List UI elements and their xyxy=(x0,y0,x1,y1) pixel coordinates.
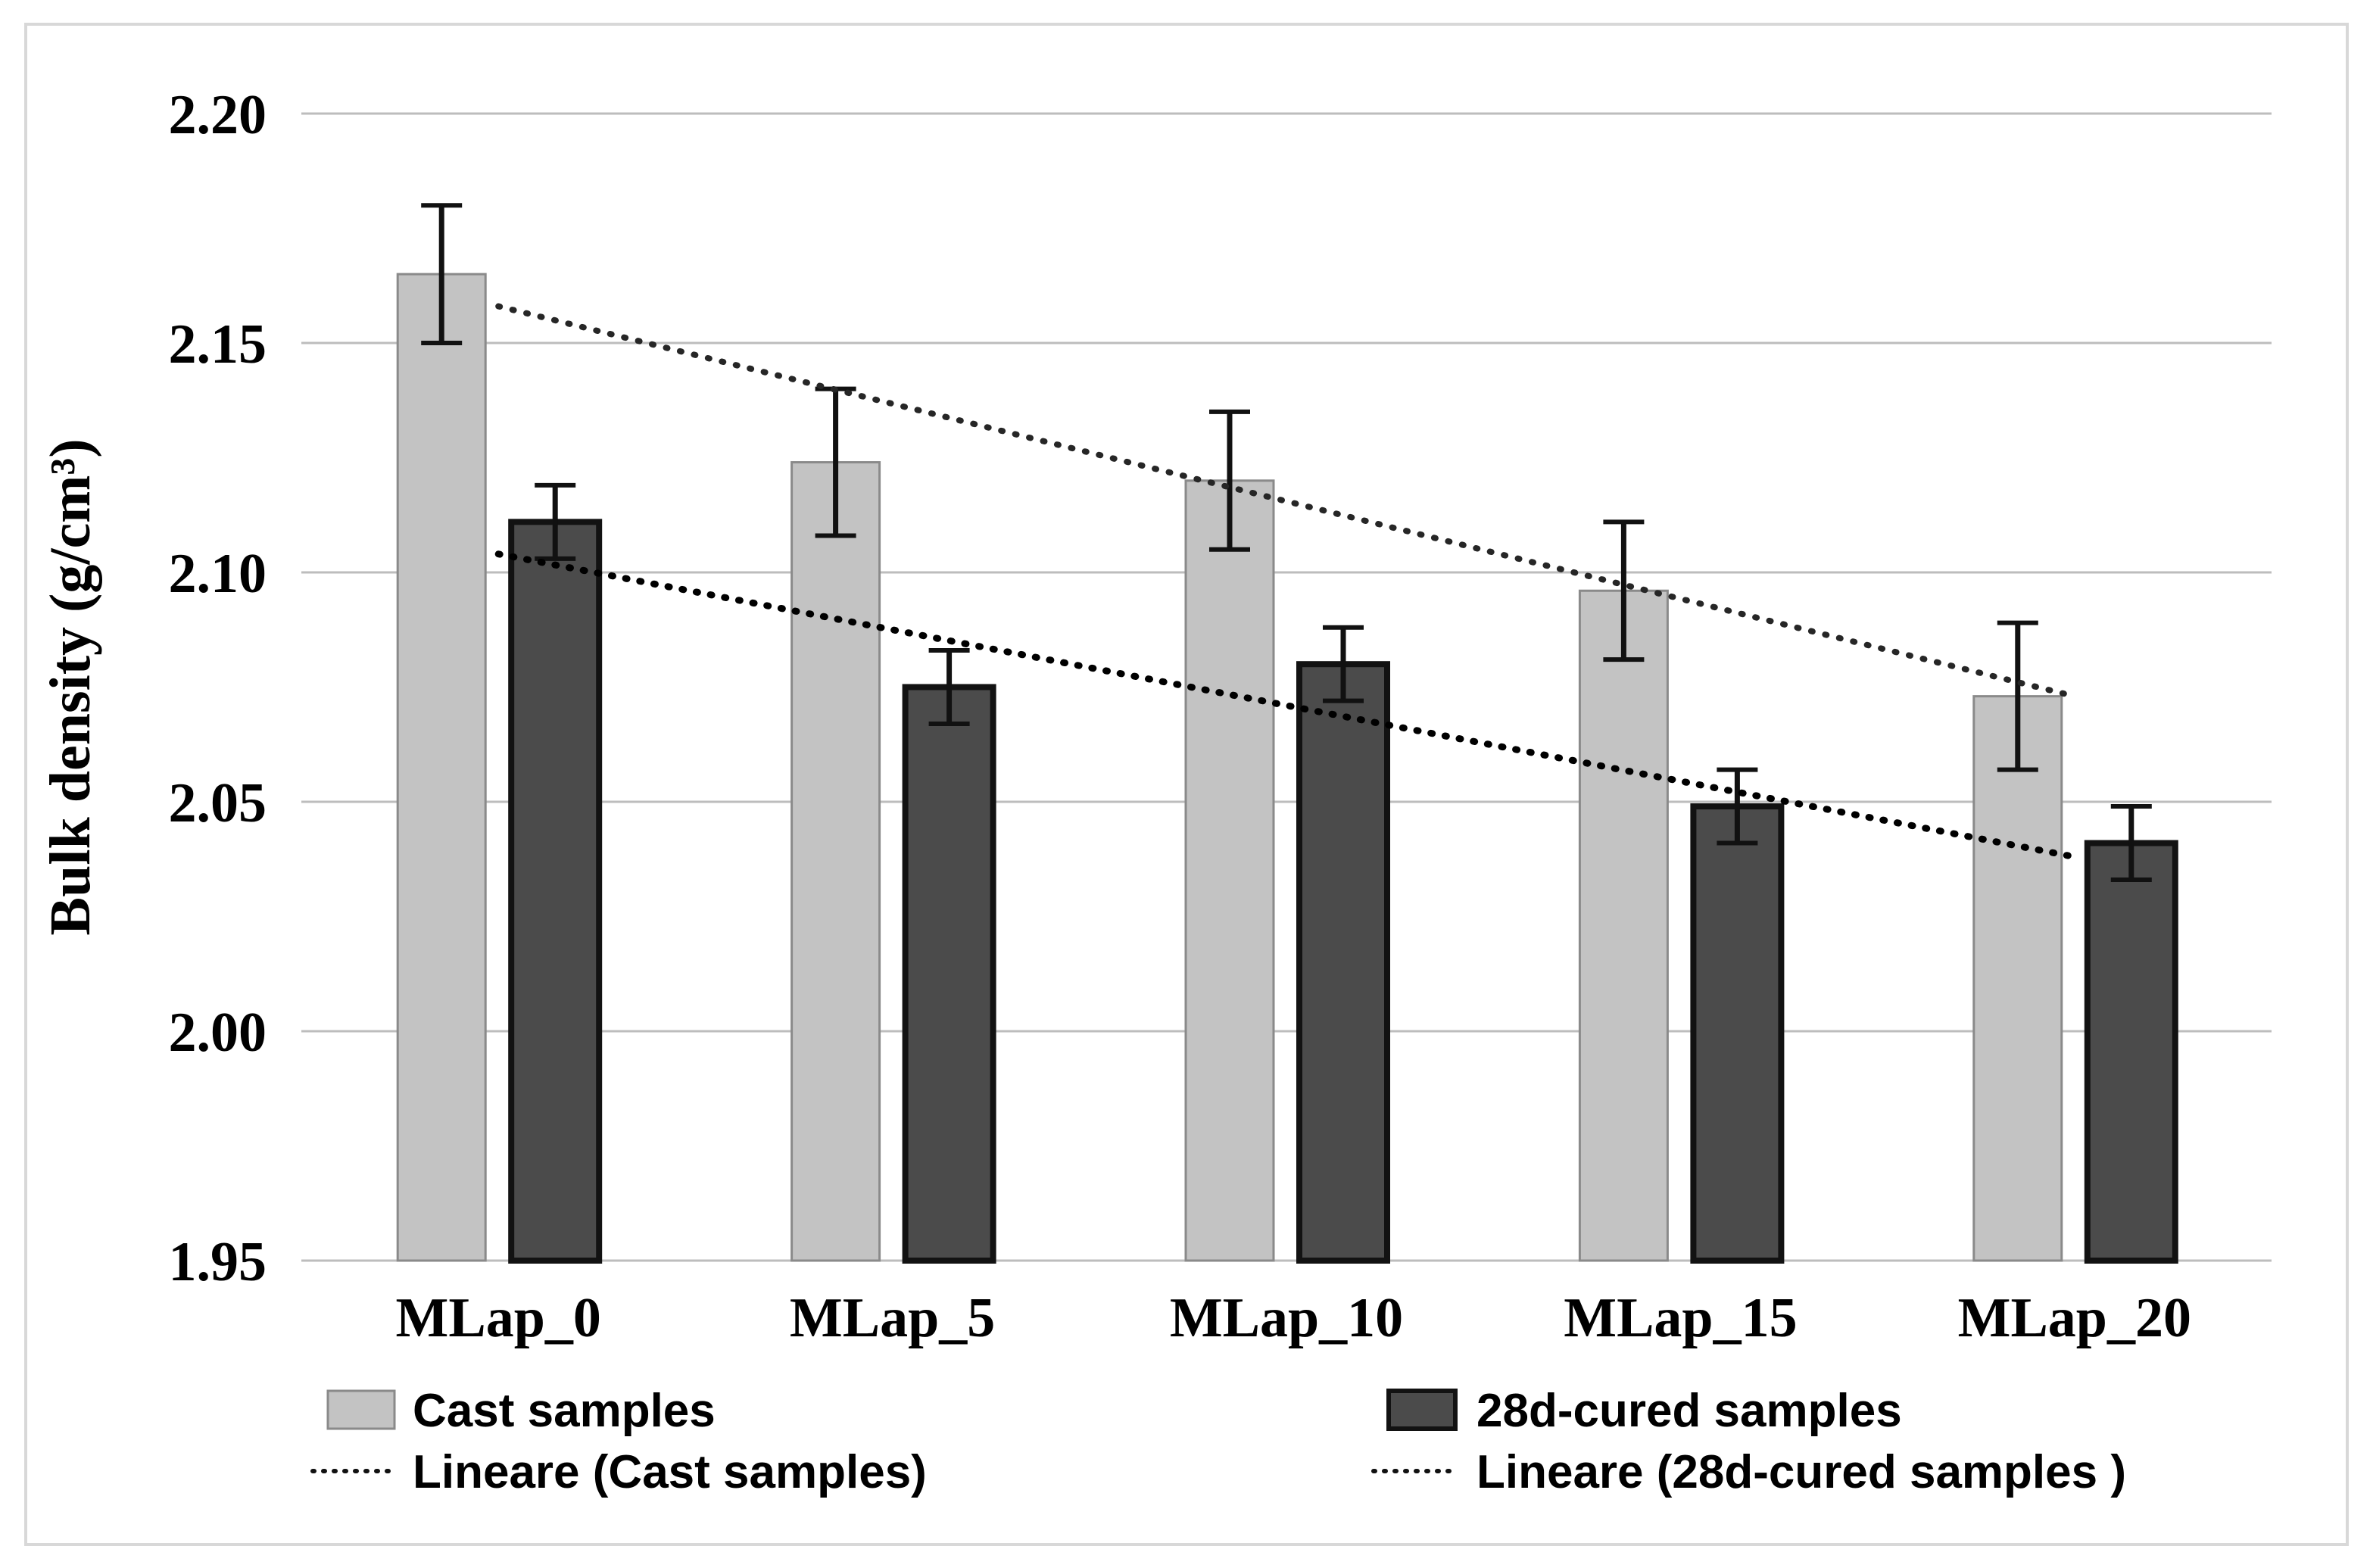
bar-cast-MLap_5 xyxy=(790,461,881,1262)
legend-label-1: Lineare (Cast samples) xyxy=(413,1446,927,1498)
legend-swatch-bar-cured xyxy=(1386,1389,1458,1431)
y-tick-label: 2.10 xyxy=(169,543,267,605)
x-tick-label-MLap_0: MLap_0 xyxy=(396,1287,601,1349)
y-tick-label: 1.95 xyxy=(169,1231,267,1293)
legend-label-2: 28d-cured samples xyxy=(1476,1385,1902,1437)
legend-label-3: Lineare (28d-cured samples ) xyxy=(1476,1446,2126,1498)
bar-cured-MLap_0 xyxy=(508,519,603,1264)
bar-cast-MLap_20 xyxy=(1972,695,2063,1262)
legend-label-0: Cast samples xyxy=(413,1385,716,1437)
y-tick-label: 2.00 xyxy=(169,1002,267,1064)
y-tick-label: 2.20 xyxy=(169,84,267,146)
bar-cast-MLap_0 xyxy=(396,273,487,1262)
trendline-cured xyxy=(494,550,2078,861)
trendline-cast xyxy=(495,303,2078,700)
bar-cured-MLap_15 xyxy=(1690,803,1785,1264)
bar-cured-MLap_5 xyxy=(902,684,996,1264)
x-tick-label-MLap_10: MLap_10 xyxy=(1170,1287,1403,1349)
y-tick-label: 2.05 xyxy=(169,772,267,834)
x-tick-label-MLap_5: MLap_5 xyxy=(790,1287,995,1349)
bar-cast-MLap_10 xyxy=(1184,479,1275,1262)
bar-cured-MLap_10 xyxy=(1296,661,1390,1264)
x-tick-label-MLap_15: MLap_15 xyxy=(1564,1287,1797,1349)
y-axis-title: Bulk density (g/cm³) xyxy=(39,438,102,935)
y-tick-label: 2.15 xyxy=(169,313,267,376)
bar-cast-MLap_15 xyxy=(1578,589,1669,1262)
figure-border xyxy=(24,23,2349,1546)
x-tick-label-MLap_20: MLap_20 xyxy=(1958,1287,2191,1349)
bar-cured-MLap_20 xyxy=(2084,840,2178,1264)
legend-swatch-bar-cast xyxy=(326,1389,396,1430)
